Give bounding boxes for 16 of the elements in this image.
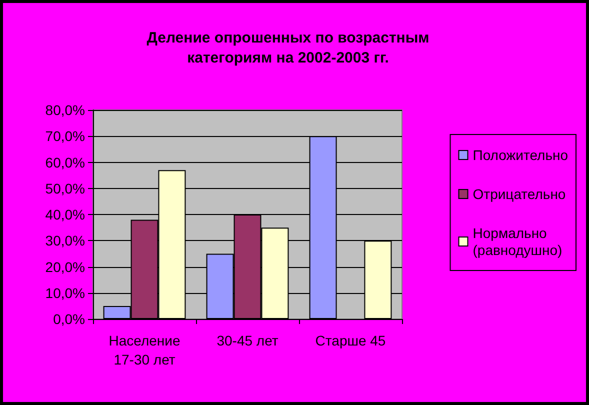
y-tick-label: 70,0% xyxy=(45,128,85,144)
x-tick-label: Население 17-30 лет xyxy=(108,332,180,368)
y-tick-label: 40,0% xyxy=(45,206,85,222)
y-tick-label: 10,0% xyxy=(45,284,85,301)
y-tick-label: 80,0% xyxy=(45,102,85,118)
y-tick-label: 20,0% xyxy=(45,258,85,275)
y-tick-label: 30,0% xyxy=(45,232,85,249)
chart-title: Деление опрошенных по возрастным категориям на 2002-2003 гг. xyxy=(146,30,430,66)
legend-label: Отрицательно xyxy=(472,186,566,202)
legend-label: Нормально (равнодушно) xyxy=(472,225,562,258)
x-tick-label: Старше 45 xyxy=(315,332,386,348)
y-tick-label: 50,0% xyxy=(45,180,85,196)
legend-label: Положительно xyxy=(472,147,568,163)
y-tick-label: 60,0% xyxy=(45,154,85,170)
y-tick-label: 0,0% xyxy=(53,311,85,327)
x-tick-label: 30-45 лет xyxy=(216,332,279,348)
